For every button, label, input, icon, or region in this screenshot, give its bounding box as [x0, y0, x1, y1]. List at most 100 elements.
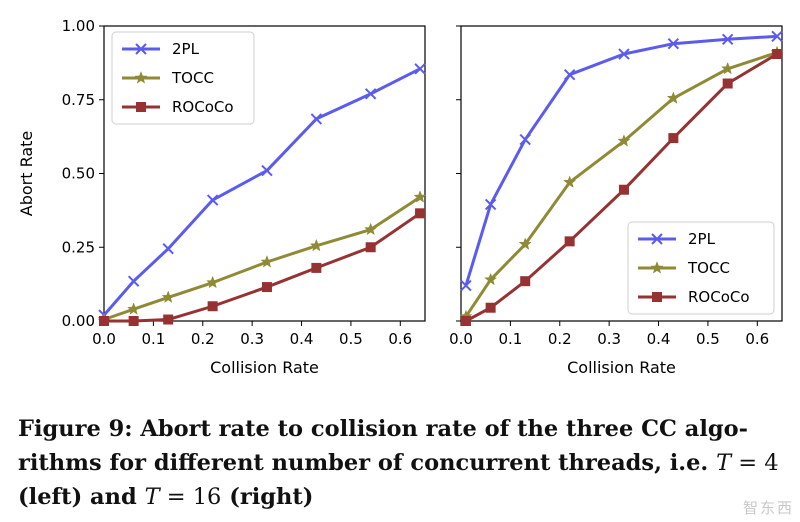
legend-marker — [136, 102, 146, 112]
data-point — [364, 222, 378, 236]
data-point — [311, 262, 322, 273]
data-point — [519, 133, 531, 146]
data-point — [414, 63, 426, 75]
data-point — [206, 275, 220, 289]
series-line — [464, 34, 778, 287]
data-point — [563, 68, 576, 81]
series-rococo — [460, 49, 783, 326]
legend-label: ROCoCo — [688, 288, 750, 306]
series-line — [464, 51, 778, 318]
x-tick-label: 0.0 — [92, 330, 116, 348]
data-point — [365, 242, 376, 253]
caption-eq-2: = 16 — [159, 484, 222, 510]
series-2pl — [460, 30, 783, 292]
caption-var-1: T — [716, 450, 732, 476]
x-tick-label: 0.6 — [388, 330, 412, 348]
data-point — [564, 236, 575, 247]
legend-label: TOCC — [687, 259, 730, 277]
chart-panel-left: 0.0 0.1 0.2 0.3 0.4 0.5 0.6 0.00 0.25 0.50 0.75 1.0… — [17, 17, 427, 377]
x-tick-label: 0.4 — [290, 330, 314, 348]
data-point — [618, 184, 629, 195]
data-point — [484, 272, 498, 286]
series-line — [103, 195, 421, 321]
chart-panel-right: 0.0 0.1 0.2 0.3 0.4 0.5 0.6 Collision Rate 2PL TO… — [449, 25, 784, 377]
data-point — [415, 208, 426, 219]
figure-canvas: 0.0 0.1 0.2 0.3 0.4 0.5 0.6 0.00 0.25 0.50 0.75 1.0… — [17, 17, 784, 377]
y-tick-label: 0.00 — [62, 312, 95, 330]
data-point — [309, 238, 323, 252]
data-point — [485, 302, 496, 313]
data-point — [520, 276, 531, 287]
series-line — [465, 52, 778, 323]
legend-marker — [651, 233, 663, 245]
legend-entry: ROCoCo — [638, 288, 750, 306]
legend-entry: TOCC — [638, 259, 730, 277]
caption-eq-1: = 4 — [731, 450, 779, 476]
y-tick-label: 0.75 — [62, 91, 95, 109]
x-tick-label: 0.4 — [647, 330, 671, 348]
data-point — [163, 314, 174, 325]
x-axis-label: Collision Rate — [567, 358, 676, 377]
data-point — [206, 194, 219, 206]
x-tick-label: 0.1 — [498, 330, 522, 348]
data-point — [99, 316, 109, 326]
data-point — [563, 175, 577, 188]
y-tick-label: 0.25 — [62, 238, 95, 256]
legend-label: 2PL — [688, 230, 716, 248]
data-point — [460, 316, 471, 326]
legend-box — [111, 31, 255, 125]
caption-lead: Figure 9: Abort rate to collision rate o… — [18, 416, 748, 476]
data-point — [260, 255, 274, 268]
legend-label: TOCC — [171, 69, 214, 87]
data-point — [161, 290, 175, 303]
x-axis-label: Collision Rate — [210, 358, 319, 377]
data-point — [668, 133, 679, 144]
series-2pl — [98, 63, 426, 321]
series-tocc — [97, 190, 427, 326]
data-point — [771, 30, 783, 43]
data-point — [617, 134, 631, 147]
legend-marker — [650, 261, 664, 274]
legend-entry: ROCoCo — [122, 98, 234, 116]
legend-box — [627, 221, 775, 315]
x-tick-label: 0.0 — [449, 330, 473, 348]
x-tick-label: 0.5 — [339, 330, 363, 348]
x-tick-label: 0.3 — [240, 330, 264, 348]
series-line — [104, 212, 421, 323]
data-point — [128, 316, 139, 326]
legend: 2PL TOCC ROCoCo — [627, 221, 775, 315]
data-point — [261, 164, 273, 177]
data-point — [460, 279, 472, 292]
x-tick-label: 0.2 — [191, 330, 215, 348]
legend-label: 2PL — [172, 40, 200, 58]
legend-marker — [652, 292, 662, 302]
legend: 2PL TOCC ROCoCo — [111, 31, 255, 125]
caption-var-2: T — [144, 484, 160, 510]
data-point — [484, 198, 497, 211]
data-point — [721, 33, 734, 45]
figure-caption: Figure 9: Abort rate to collision rate o… — [18, 412, 788, 514]
x-tick-label: 0.5 — [696, 330, 720, 348]
legend-entry: 2PL — [122, 40, 200, 58]
x-tick-label: 0.2 — [548, 330, 572, 348]
watermark-logo: 智东西 — [742, 499, 794, 517]
data-point — [127, 275, 140, 287]
caption-mid: (left) and — [18, 484, 145, 510]
data-point — [667, 37, 680, 50]
legend-entry: 2PL — [638, 230, 716, 248]
legend-marker — [135, 43, 147, 55]
data-point — [666, 91, 680, 104]
data-point — [364, 88, 377, 100]
legend-label: ROCoCo — [172, 98, 234, 116]
data-point — [618, 48, 630, 60]
data-point — [127, 302, 141, 315]
legend-marker — [134, 71, 148, 84]
series-line — [102, 67, 421, 317]
data-point — [518, 237, 532, 250]
data-point — [207, 301, 218, 312]
data-point — [772, 49, 783, 60]
data-point — [413, 190, 427, 203]
series-rococo — [99, 208, 426, 326]
x-tick-label: 0.6 — [745, 330, 769, 348]
y-axis-label: Abort Rate — [17, 131, 36, 217]
